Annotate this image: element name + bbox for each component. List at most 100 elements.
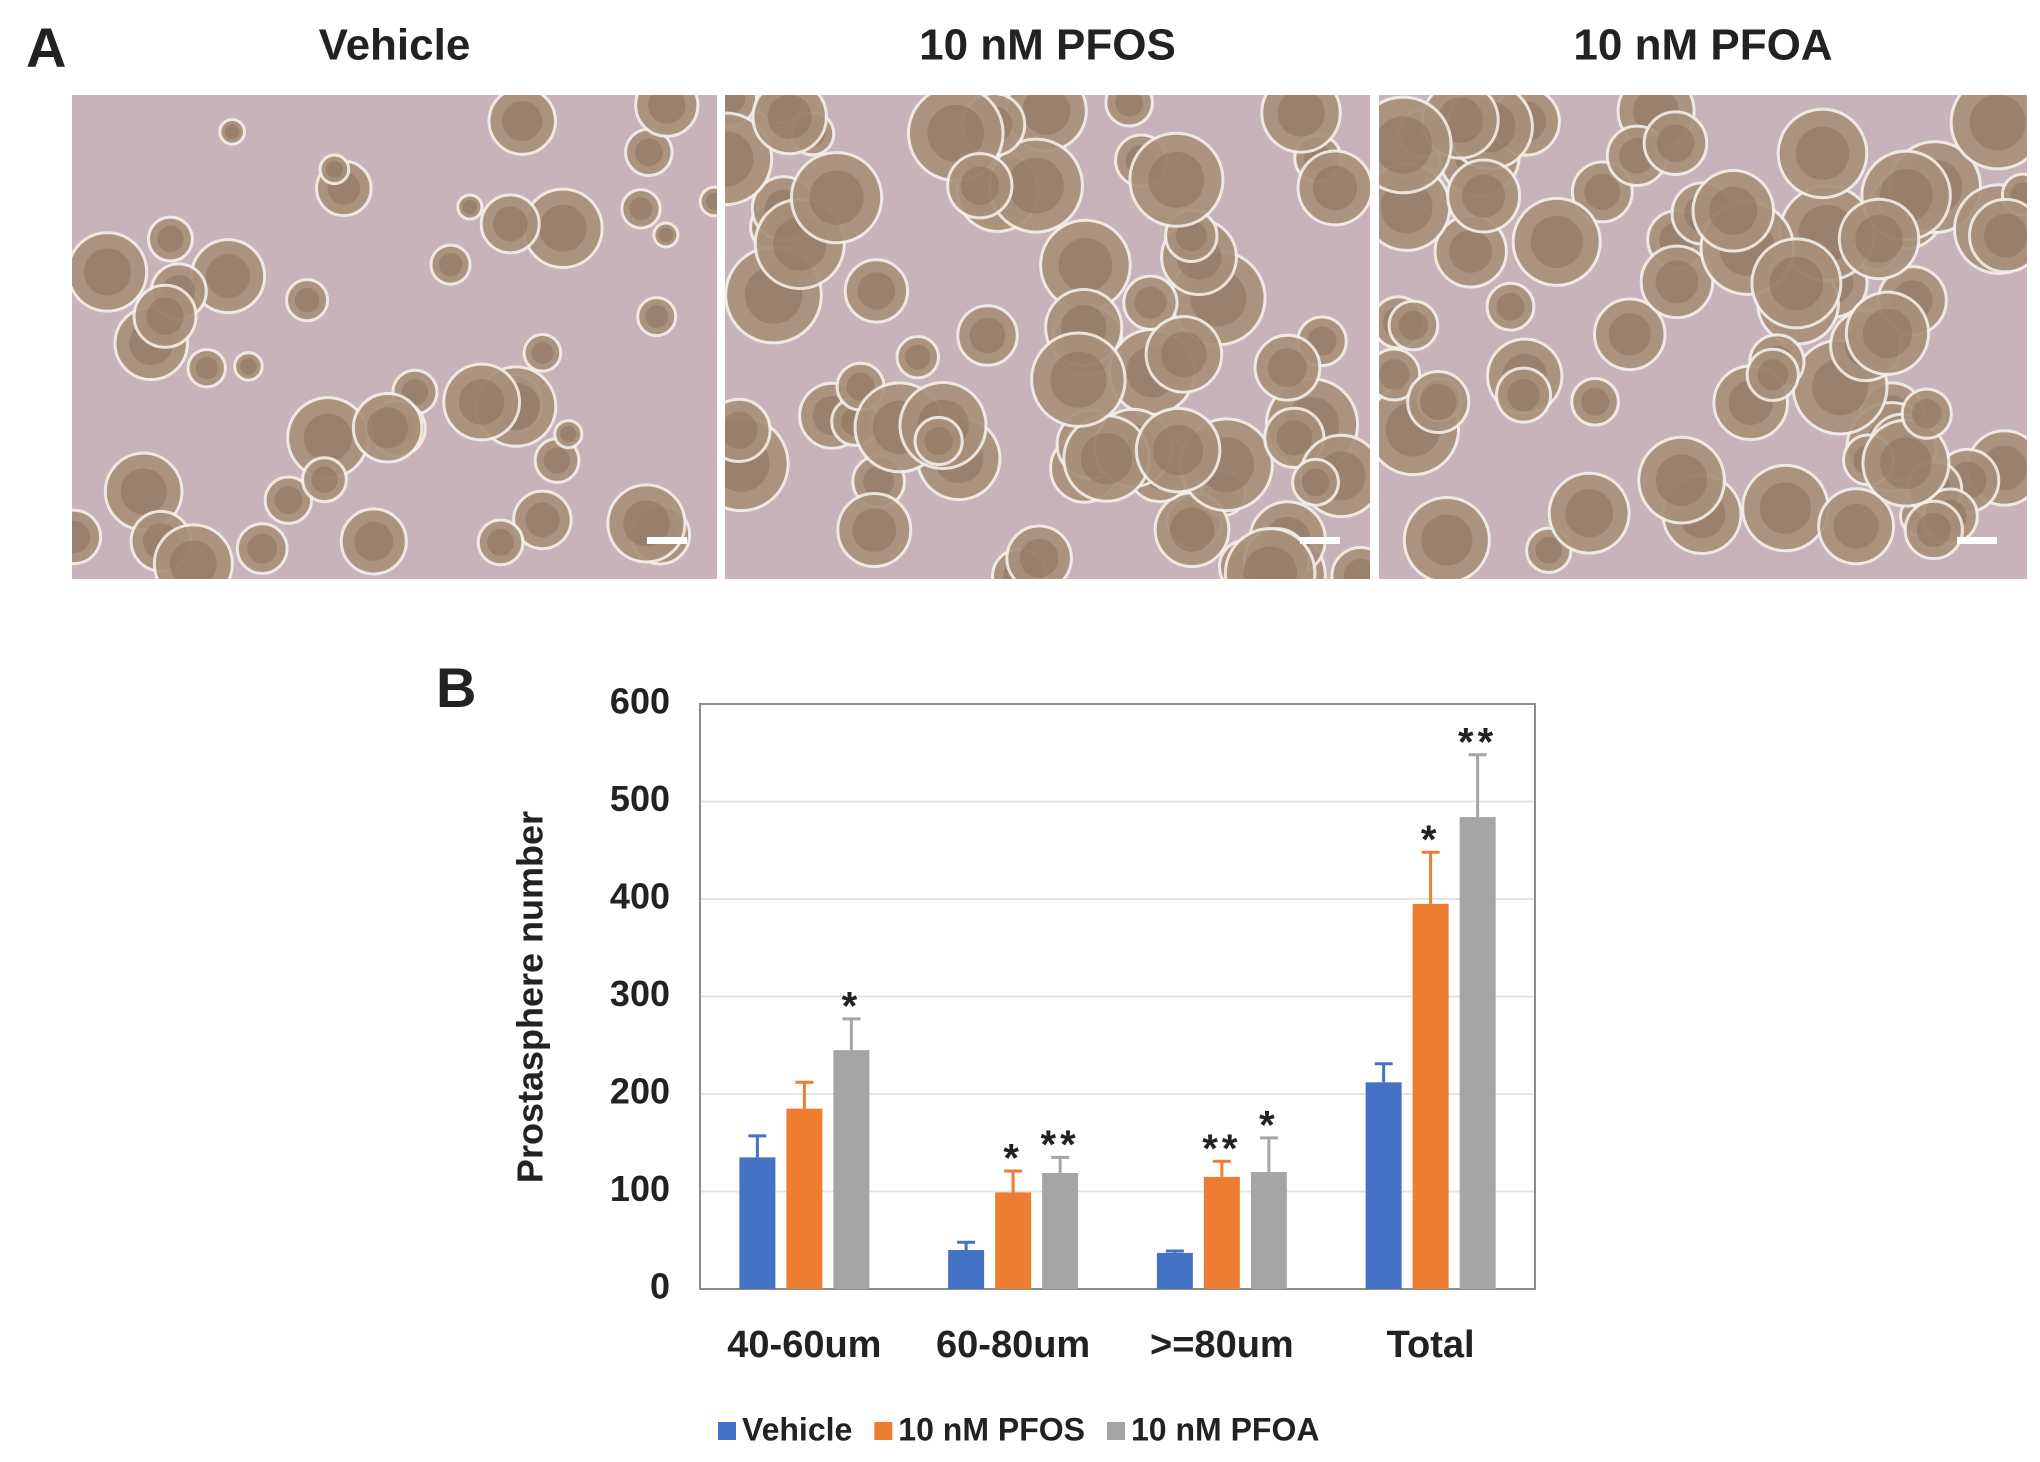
spheroid-core: [852, 508, 897, 552]
y-tick-label: 0: [650, 1266, 670, 1307]
spheroid-core: [1379, 359, 1410, 390]
spheroid-core: [767, 95, 812, 139]
spheroid-core: [1655, 454, 1708, 506]
spheroid-core: [206, 254, 250, 299]
error-bar: [1004, 1169, 1023, 1193]
spheroid-core: [1419, 383, 1457, 421]
spheroid-core: [1276, 420, 1313, 456]
x-tick-label: 40-60um: [727, 1324, 881, 1366]
scale-bar: [1300, 537, 1340, 544]
spheroid-core: [645, 305, 669, 328]
bar: [948, 1250, 985, 1289]
legend-swatch: [874, 1422, 893, 1440]
error-bar: [1051, 1155, 1070, 1173]
spheroid-core: [1880, 437, 1932, 489]
spheroid-core: [1608, 313, 1651, 356]
legend-swatch: [1107, 1422, 1125, 1440]
plot-frame: [699, 703, 1536, 1290]
spheroid-core: [1862, 308, 1913, 358]
spheroid-core: [857, 272, 896, 310]
spheroid-core: [1050, 351, 1107, 408]
spheroid-core: [157, 225, 184, 253]
spheroid-core: [120, 468, 167, 515]
spheroid-core: [1530, 215, 1583, 268]
spheroid-core: [1565, 489, 1614, 538]
spheroid-core: [274, 486, 303, 515]
micrograph: [72, 95, 717, 579]
spheroid-core: [543, 447, 571, 474]
bar: [1042, 1172, 1079, 1289]
spheroid-core: [1161, 331, 1207, 378]
y-axis-label: Prostasphere number: [510, 811, 551, 1183]
spheroid-core: [1912, 398, 1942, 429]
spheroid-core: [294, 287, 320, 313]
spheroid-core: [1343, 558, 1370, 579]
spheroid-core: [1380, 181, 1433, 234]
spheroid-core: [224, 124, 240, 140]
error-bar: [1421, 850, 1440, 904]
spheroid-core: [1833, 503, 1879, 549]
spheroids: [725, 95, 1370, 579]
error-bar: [1212, 1159, 1231, 1177]
spheroid-core: [1916, 512, 1951, 548]
bar: [786, 1108, 823, 1289]
spheroid-core: [458, 379, 505, 425]
spheroid-core: [72, 520, 90, 553]
spheroid-core: [846, 372, 875, 401]
spheroid-core: [648, 95, 686, 124]
y-tick-label: 200: [610, 1071, 670, 1112]
y-tick-label: 300: [610, 973, 670, 1014]
spheroid-core: [303, 413, 352, 462]
spheroid-core: [195, 356, 218, 380]
spheroid-core: [539, 204, 587, 252]
error-bar: [1165, 1249, 1184, 1253]
spheroid-core: [809, 170, 864, 225]
spheroid-core: [960, 166, 1000, 206]
bar: [1250, 1172, 1287, 1289]
spheroid-core: [367, 407, 409, 449]
y-tick-label: 100: [610, 1168, 670, 1209]
significance-label: **: [1458, 720, 1497, 764]
error-bar: [842, 1017, 861, 1051]
spheroid-core: [1243, 546, 1297, 579]
y-tick-label: 400: [610, 876, 670, 917]
legend-label: Vehicle: [742, 1411, 852, 1447]
panel-label: A: [26, 16, 66, 79]
spheroid-core: [1759, 482, 1812, 534]
spheroid-core: [1855, 215, 1903, 263]
scale-bar: [647, 537, 687, 544]
significance-label: **: [1041, 1123, 1080, 1167]
micrograph: [725, 95, 1370, 579]
spheroid-core: [924, 426, 953, 456]
spheroid-core: [438, 252, 463, 277]
bar: [1156, 1252, 1193, 1289]
spheroid-core: [1022, 95, 1071, 135]
spheroid-core: [240, 358, 257, 375]
spheroid-core: [1008, 157, 1064, 214]
bar: [739, 1157, 776, 1289]
spheroid-core: [1115, 95, 1144, 117]
spheroid-core: [1535, 537, 1563, 564]
spheroid-core: [725, 411, 758, 450]
error-bar: [1259, 1136, 1278, 1172]
legend-label: 10 nM PFOA: [1131, 1411, 1319, 1447]
spheroid-core: [1175, 220, 1207, 252]
spheroid-core: [623, 500, 670, 547]
spheroid-core: [1769, 256, 1824, 311]
y-tick-label: 600: [610, 681, 670, 722]
image-title: 10 nM PFOA: [1573, 21, 1832, 70]
spheroid-core: [969, 317, 1006, 354]
spheroid-core: [462, 199, 478, 215]
spheroid-core: [1462, 174, 1506, 218]
spheroid-core: [1969, 95, 2026, 151]
spheroid-core: [1277, 95, 1325, 137]
bar: [1203, 1176, 1240, 1289]
spheroid-core: [1709, 186, 1758, 235]
bar: [1459, 817, 1496, 1289]
spheroid-core: [354, 521, 394, 561]
spheroid-core: [1656, 124, 1695, 162]
error-bar: [957, 1240, 976, 1250]
spheroid-core: [1581, 387, 1610, 416]
